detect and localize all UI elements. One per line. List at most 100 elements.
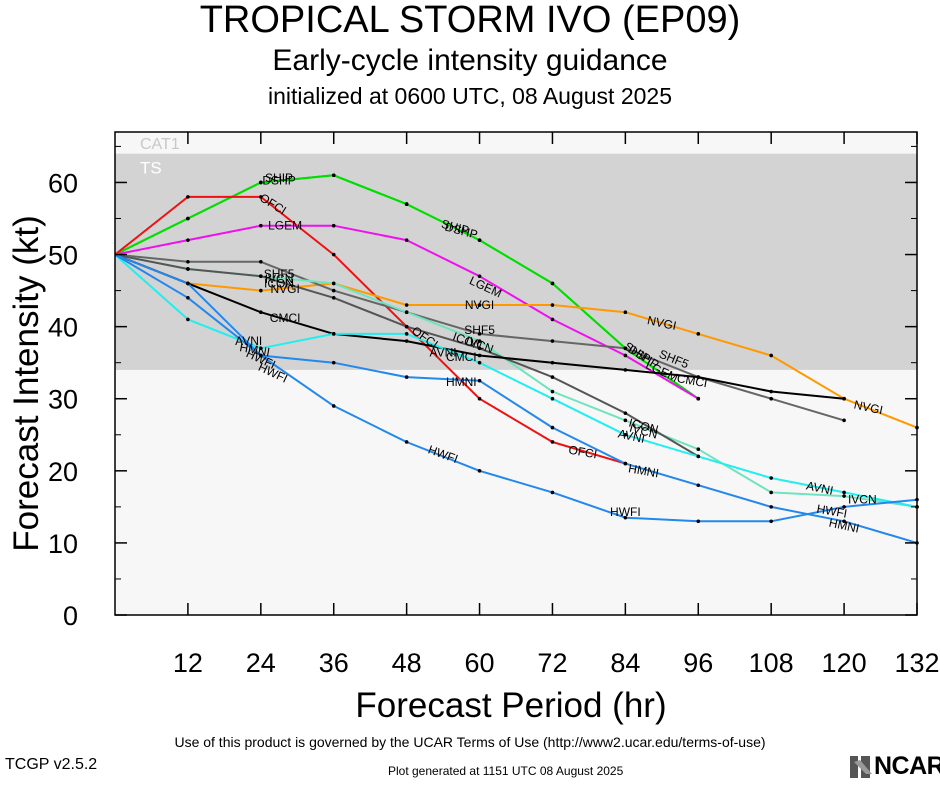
data-point-ivcn bbox=[769, 490, 773, 495]
data-point-nvgi bbox=[769, 353, 773, 358]
series-line-hwfi bbox=[114, 253, 918, 523]
ncar-logo-text: NCAR bbox=[874, 752, 940, 780]
series-label-avni: AVNI bbox=[235, 334, 262, 348]
data-point-nvgi bbox=[696, 332, 701, 336]
data-point-icon bbox=[404, 324, 409, 329]
data-point-cmci bbox=[769, 389, 773, 394]
chart-subtitle: Early-cycle intensity guidance bbox=[272, 44, 668, 77]
series-label-ivcn: IVCN bbox=[848, 493, 877, 507]
data-point-cmci bbox=[550, 360, 555, 365]
data-point-ofci bbox=[259, 195, 263, 199]
plot-frame bbox=[114, 131, 918, 616]
chart-title: TROPICAL STORM IVO (EP09) bbox=[199, 0, 741, 41]
series-label-nvgi: NVGI bbox=[270, 282, 299, 296]
data-point-avni bbox=[477, 360, 482, 365]
x-tick-label: 12 bbox=[173, 648, 203, 678]
init-time: initialized at 0600 UTC, 08 August 2025 bbox=[267, 83, 673, 109]
data-point-lgem bbox=[623, 353, 628, 358]
x-tick-label: 36 bbox=[319, 648, 349, 678]
data-point-ivcn bbox=[477, 339, 482, 343]
data-point-avni bbox=[769, 476, 773, 480]
band-label-cat1: CAT1 bbox=[140, 136, 180, 153]
y-tick-label: 0 bbox=[63, 601, 78, 631]
data-point-hwfi bbox=[550, 490, 555, 495]
y-tick-label: 50 bbox=[48, 241, 78, 271]
data-point-shf5 bbox=[259, 259, 263, 264]
data-point-icon bbox=[477, 346, 482, 351]
series-label-ofci: OFCI bbox=[567, 443, 598, 462]
data-point-shf5 bbox=[550, 339, 555, 343]
data-point-hmni bbox=[769, 505, 773, 509]
ncar-logo-icon bbox=[850, 756, 872, 778]
data-point-nvgi bbox=[550, 303, 555, 307]
data-point-hmni bbox=[477, 378, 482, 383]
data-point-ivcn bbox=[550, 389, 555, 394]
data-point-ofci bbox=[331, 252, 336, 257]
data-point-cmci bbox=[623, 368, 628, 372]
data-point-icon bbox=[331, 296, 336, 300]
series-label-avni: AVNI bbox=[617, 427, 646, 446]
data-point-ship bbox=[550, 281, 555, 286]
series-label-hwfi: HWFI bbox=[816, 502, 849, 521]
data-point-avni bbox=[696, 454, 701, 459]
x-tick-label: 120 bbox=[822, 648, 867, 678]
data-point-ship bbox=[477, 238, 482, 242]
data-point-icon bbox=[550, 375, 555, 379]
data-point-shf5 bbox=[186, 259, 190, 264]
data-point-hmni bbox=[696, 483, 701, 488]
x-tick-label: 108 bbox=[749, 648, 794, 678]
data-point-shf5 bbox=[477, 332, 482, 336]
x-tick-label: 60 bbox=[465, 648, 495, 678]
data-point-avni bbox=[550, 396, 555, 401]
generated-time: Plot generated at 1151 UTC 08 August 202… bbox=[388, 764, 624, 778]
data-point-cmci bbox=[404, 339, 409, 343]
data-point-hwfi bbox=[259, 353, 263, 358]
data-point-cmci bbox=[696, 375, 701, 379]
y-axis-label: Forecast Intensity (kt) bbox=[7, 215, 46, 551]
series-label-hmni: HMNI bbox=[446, 375, 477, 389]
data-point-lgem bbox=[259, 223, 263, 228]
y-tick-label: 10 bbox=[48, 529, 78, 559]
series-label-nvgi: NVGI bbox=[465, 298, 494, 312]
data-point-nvgi bbox=[623, 310, 628, 315]
series-label-ship: SHIP bbox=[265, 171, 293, 185]
series-line-ofci bbox=[114, 195, 626, 465]
x-tick-label: 96 bbox=[683, 648, 713, 678]
data-point-hwfi bbox=[331, 404, 336, 408]
data-point-hwfi bbox=[404, 440, 409, 444]
data-point-avni bbox=[259, 346, 263, 351]
series-label-ivcn: IVCN bbox=[265, 272, 294, 286]
data-point-ivcn bbox=[623, 418, 628, 423]
data-point-shf5 bbox=[331, 288, 336, 293]
data-point-nvgi bbox=[404, 303, 409, 307]
series-label-cmci: CMCI bbox=[676, 371, 709, 390]
data-point-lgem bbox=[331, 223, 336, 228]
data-point-icon bbox=[259, 274, 263, 278]
y-tick-label: 20 bbox=[48, 457, 78, 487]
data-point-hwfi bbox=[477, 469, 482, 473]
data-point-nvgi bbox=[477, 303, 482, 307]
data-point-ship bbox=[331, 173, 336, 178]
x-tick-label: 72 bbox=[537, 648, 567, 678]
data-point-ivcn bbox=[331, 281, 336, 286]
data-point-ivcn bbox=[696, 447, 701, 451]
y-tick-label: 60 bbox=[48, 168, 78, 198]
data-point-avni bbox=[842, 490, 846, 495]
y-tick-label: 40 bbox=[48, 313, 78, 343]
x-tick-label: 48 bbox=[392, 648, 422, 678]
data-point-hmni bbox=[404, 375, 409, 379]
y-tick-label: 30 bbox=[48, 385, 78, 415]
data-point-ship bbox=[404, 202, 409, 206]
data-point-lgem bbox=[404, 238, 409, 242]
data-point-shf5 bbox=[842, 418, 846, 423]
data-point-avni bbox=[186, 317, 190, 322]
data-point-ofci bbox=[477, 396, 482, 401]
data-point-hmni bbox=[842, 519, 846, 524]
data-point-cmci bbox=[259, 310, 263, 315]
series-label-shf5: SHF5 bbox=[264, 267, 295, 281]
data-point-ofci bbox=[550, 440, 555, 444]
data-point-hwfi bbox=[623, 515, 628, 520]
series-line-hmni bbox=[114, 253, 918, 544]
series-label-shf5: SHF5 bbox=[464, 323, 495, 337]
